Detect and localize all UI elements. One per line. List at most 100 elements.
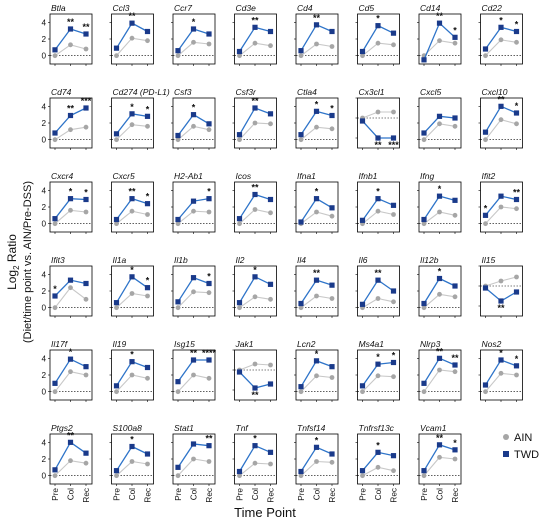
ain-point bbox=[375, 464, 381, 470]
twd-point bbox=[267, 28, 274, 35]
twd-point bbox=[67, 356, 74, 362]
ain-point bbox=[68, 369, 73, 375]
ain-point bbox=[114, 305, 119, 311]
ain-point bbox=[175, 473, 181, 479]
twd-point bbox=[436, 275, 443, 282]
x-tick-label: Rec bbox=[144, 488, 153, 503]
x-tick-label: Col bbox=[128, 488, 137, 500]
twd-line bbox=[115, 22, 148, 49]
ain-point bbox=[68, 42, 73, 48]
twd-point bbox=[190, 198, 197, 204]
panel-title: Ccr7 bbox=[174, 3, 192, 13]
ain-point bbox=[68, 458, 73, 464]
significance-marker: ** bbox=[436, 11, 444, 21]
ain-point bbox=[360, 473, 365, 479]
significance-marker: * bbox=[146, 192, 150, 202]
panel-title: Tnfsf14 bbox=[297, 423, 326, 433]
twd-point bbox=[144, 201, 151, 207]
twd-point bbox=[175, 464, 181, 470]
panel-ms4a1: Ms4a1 * * bbox=[355, 339, 400, 402]
ain-point bbox=[329, 44, 335, 49]
legend-marker-twd bbox=[503, 451, 509, 457]
twd-point bbox=[329, 205, 335, 211]
panel-title: Cd5 bbox=[359, 3, 375, 13]
twd-point bbox=[513, 28, 520, 35]
ain-point bbox=[191, 372, 196, 378]
significance-marker: ** bbox=[436, 433, 444, 443]
twd-point bbox=[313, 108, 320, 114]
panel-title: Ifit2 bbox=[482, 171, 496, 181]
twd-point bbox=[175, 48, 181, 54]
y-tick-label: 0 bbox=[41, 136, 46, 145]
ain-point bbox=[483, 137, 488, 143]
twd-point bbox=[252, 191, 258, 198]
x-tick-label: Rec bbox=[82, 488, 91, 503]
twd-point bbox=[267, 196, 274, 203]
twd-point bbox=[421, 57, 427, 63]
ain-point bbox=[298, 137, 304, 143]
twd-point bbox=[482, 285, 489, 291]
x-tick-label: Col bbox=[190, 488, 199, 500]
y-tick-label: 0 bbox=[41, 220, 46, 229]
ain-point bbox=[206, 459, 212, 464]
significance-marker: * bbox=[315, 349, 319, 359]
twd-point bbox=[390, 135, 397, 141]
panel-ctla4: Ctla4 * * bbox=[294, 87, 339, 150]
twd-point bbox=[236, 48, 243, 55]
significance-marker: ** bbox=[374, 268, 382, 278]
y-tick-label: 4 bbox=[41, 102, 46, 111]
twd-point bbox=[313, 358, 320, 364]
panel-il4: Il4 ** bbox=[294, 255, 339, 318]
twd-point bbox=[83, 450, 89, 456]
twd-point bbox=[206, 196, 212, 202]
twd-point bbox=[144, 285, 151, 291]
twd-point bbox=[513, 196, 520, 203]
significance-marker: *** bbox=[388, 140, 399, 150]
ain-point bbox=[252, 460, 258, 466]
panel-ifit2: Ifit2*** bbox=[478, 171, 523, 234]
twd-point bbox=[390, 453, 397, 459]
twd-point bbox=[298, 384, 304, 390]
twd-point bbox=[436, 193, 443, 199]
twd-point bbox=[52, 380, 58, 386]
panel-il6: Il6 ** bbox=[355, 255, 400, 318]
ain-point bbox=[498, 370, 504, 376]
panel-frame bbox=[234, 349, 277, 401]
twd-point bbox=[329, 282, 335, 288]
twd-point bbox=[482, 46, 489, 52]
significance-marker: ** bbox=[67, 17, 75, 27]
ain-point bbox=[206, 209, 212, 215]
x-tick-label: Rec bbox=[205, 488, 214, 503]
panel-cd3e: Cd3e ** bbox=[232, 3, 277, 66]
x-tick-label: Rec bbox=[390, 488, 399, 503]
twd-point bbox=[375, 449, 381, 455]
twd-point bbox=[175, 379, 181, 385]
ain-point bbox=[175, 53, 181, 59]
panel-frame bbox=[480, 265, 523, 317]
panel-title: Btla bbox=[51, 3, 66, 13]
panel-stat1: Stat1 Pre Col Rec ** bbox=[171, 423, 216, 503]
twd-point bbox=[452, 447, 458, 453]
y-axis-title: Log2 Ratio bbox=[5, 234, 21, 290]
ain-point bbox=[114, 137, 119, 143]
twd-point bbox=[113, 216, 120, 223]
ain-point bbox=[83, 46, 89, 52]
ain-point bbox=[268, 43, 273, 49]
ain-point bbox=[375, 109, 381, 115]
twd-point bbox=[206, 280, 212, 287]
ain-point bbox=[314, 41, 319, 47]
ain-line bbox=[54, 371, 87, 393]
significance-marker: * bbox=[53, 284, 57, 294]
panel-title: Jak1 bbox=[235, 339, 254, 349]
ain-point bbox=[514, 206, 519, 212]
panel-cxcl5: Cxcl5 bbox=[417, 87, 462, 150]
y-tick-label: 2 bbox=[41, 455, 46, 464]
ain-point bbox=[52, 137, 58, 143]
significance-marker: * bbox=[315, 435, 319, 445]
panel-cxcr4: Cxcr4 0 2 4 * * bbox=[41, 171, 93, 234]
y-tick-label: 2 bbox=[41, 35, 46, 44]
twd-point bbox=[359, 118, 366, 124]
twd-point bbox=[390, 202, 397, 208]
ain-point bbox=[514, 121, 519, 127]
